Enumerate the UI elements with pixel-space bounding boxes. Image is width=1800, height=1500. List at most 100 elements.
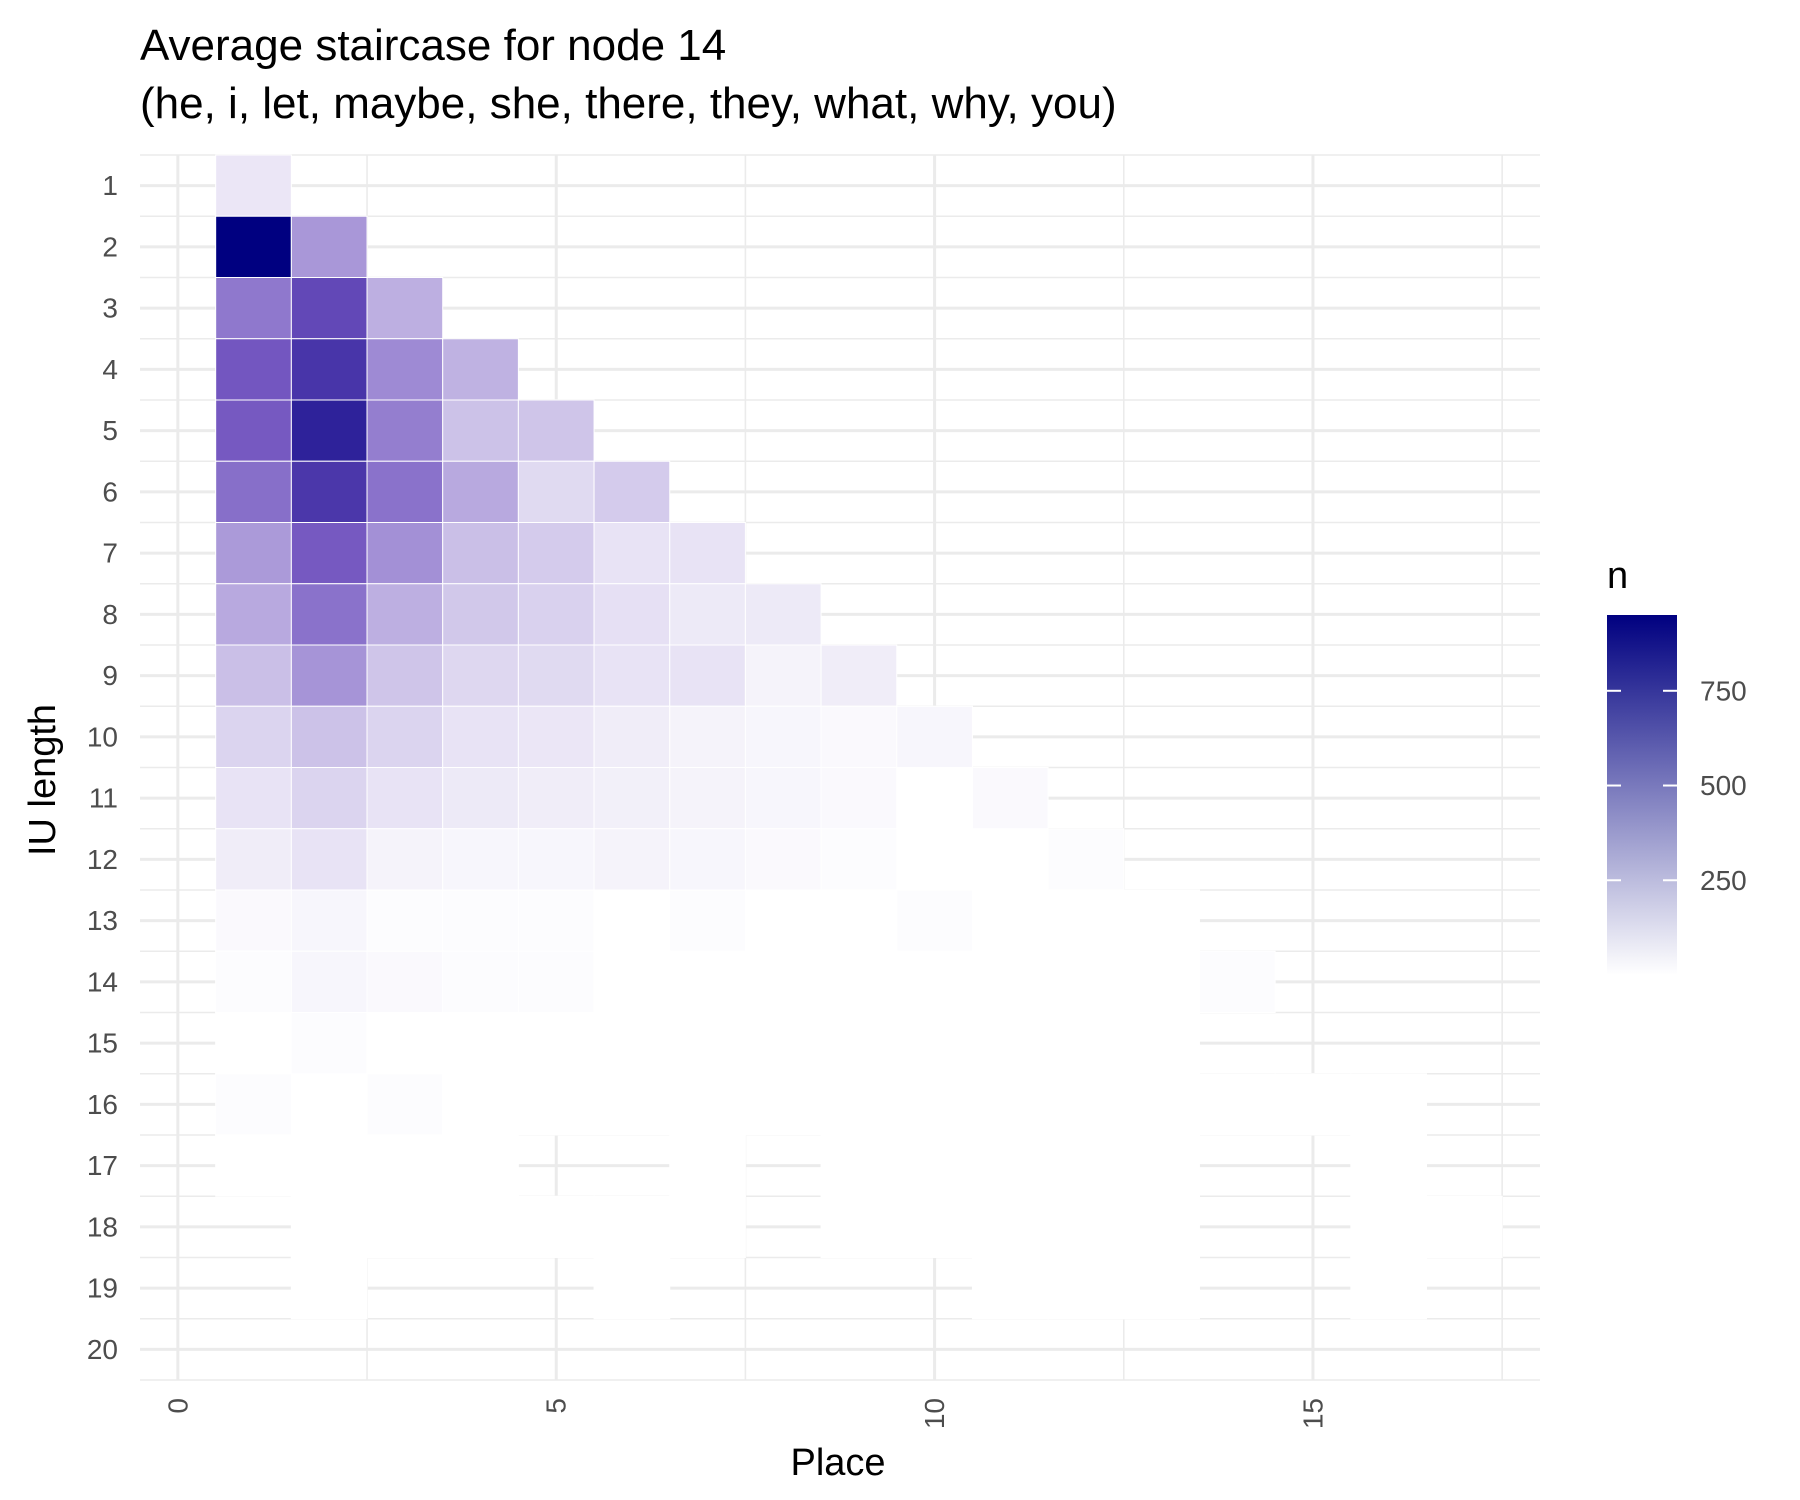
heatmap-cell xyxy=(215,889,292,952)
heatmap-cell xyxy=(669,828,746,891)
heatmap-cell xyxy=(442,1195,519,1258)
heatmap-cell xyxy=(215,828,292,891)
heatmap-cell xyxy=(366,460,444,523)
heatmap-cell xyxy=(290,338,368,401)
heatmap-cell xyxy=(1047,950,1125,1013)
heatmap-cell xyxy=(215,1012,292,1075)
x-axis-ticks: 0 5 10 15 xyxy=(162,1398,1328,1429)
y-tick-label: 19 xyxy=(87,1273,118,1304)
heatmap-cell xyxy=(744,1073,822,1136)
y-tick-label: 2 xyxy=(102,231,118,262)
heatmap-cell xyxy=(896,828,973,891)
heatmap-cell xyxy=(593,1195,671,1258)
heatmap-cells xyxy=(215,154,1503,1320)
heatmap-cell xyxy=(442,950,519,1013)
heatmap-cell xyxy=(971,1134,1049,1197)
heatmap-cell xyxy=(442,767,519,830)
x-tick-label: 10 xyxy=(919,1398,950,1429)
heatmap-cell xyxy=(366,950,444,1013)
heatmap-cell xyxy=(971,1073,1049,1136)
y-axis-label: IU length xyxy=(22,704,64,856)
heatmap-cell xyxy=(442,705,519,768)
heatmap-cell xyxy=(1350,1257,1427,1320)
heatmap-cell xyxy=(517,1073,595,1136)
heatmap-cell xyxy=(290,583,368,646)
heatmap-cell xyxy=(290,1073,368,1136)
y-tick-label: 8 xyxy=(102,599,118,630)
heatmap-cell xyxy=(366,277,444,340)
y-tick-label: 6 xyxy=(102,476,118,507)
y-tick-label: 14 xyxy=(87,966,118,997)
heatmap-cell xyxy=(971,1257,1049,1320)
chart-title-line1: Average staircase for node 14 xyxy=(140,21,726,70)
heatmap-cell xyxy=(290,1195,368,1258)
heatmap-cell xyxy=(1047,1257,1125,1320)
legend-ticks: 250 500 750 xyxy=(1607,675,1747,896)
y-tick-label: 15 xyxy=(87,1028,118,1059)
heatmap-cell xyxy=(593,705,671,768)
y-tick-label: 9 xyxy=(102,660,118,691)
heatmap-cell xyxy=(971,950,1049,1013)
y-tick-label: 13 xyxy=(87,905,118,936)
heatmap-cell xyxy=(669,1012,746,1075)
heatmap-cell xyxy=(669,950,746,1013)
heatmap-cell xyxy=(517,950,595,1013)
heatmap-cell xyxy=(215,338,292,401)
heatmap-cell xyxy=(290,1134,368,1197)
heatmap-cell xyxy=(896,889,973,952)
heatmap-cell xyxy=(1350,1195,1427,1258)
heatmap-cell xyxy=(366,644,444,707)
heatmap-cell xyxy=(1047,1012,1125,1075)
heatmap-cell xyxy=(517,1195,595,1258)
heatmap-cell xyxy=(366,399,444,462)
heatmap-cell xyxy=(744,644,822,707)
heatmap-cell xyxy=(820,705,898,768)
heatmap-cell xyxy=(366,522,444,585)
heatmap-cell xyxy=(290,1012,368,1075)
heatmap-cell xyxy=(366,1134,444,1197)
heatmap-cell xyxy=(1047,1195,1125,1258)
heatmap-cell xyxy=(290,889,368,952)
heatmap-cell xyxy=(366,828,444,891)
heatmap-cell xyxy=(820,950,898,1013)
heatmap-cell xyxy=(1123,950,1200,1013)
heatmap-cell xyxy=(593,1257,671,1320)
heatmap-cell xyxy=(442,1073,519,1136)
heatmap-cell xyxy=(366,583,444,646)
heatmap-cell xyxy=(820,1134,898,1197)
heatmap-cell xyxy=(517,889,595,952)
heatmap-cell xyxy=(1198,950,1276,1013)
heatmap-cell xyxy=(669,1073,746,1136)
heatmap-cell xyxy=(1350,1134,1427,1197)
heatmap-cell xyxy=(1123,1012,1200,1075)
heatmap-cell xyxy=(971,1012,1049,1075)
heatmap-cell xyxy=(896,1012,973,1075)
legend-tick-label: 500 xyxy=(1700,770,1747,801)
color-legend: n 250 500 750 xyxy=(1607,555,1747,975)
heatmap-cell xyxy=(744,889,822,952)
heatmap-cell xyxy=(290,460,368,523)
heatmap-cell xyxy=(290,215,368,278)
heatmap-cell xyxy=(366,889,444,952)
heatmap-cell xyxy=(442,644,519,707)
heatmap-cell xyxy=(442,338,519,401)
y-tick-label: 10 xyxy=(87,721,118,752)
heatmap-cell xyxy=(366,1073,444,1136)
heatmap-cell xyxy=(971,767,1049,830)
x-tick-label: 5 xyxy=(541,1398,572,1414)
heatmap-cell xyxy=(1123,1073,1200,1136)
heatmap-cell xyxy=(517,767,595,830)
heatmap-cell xyxy=(517,460,595,523)
heatmap-cell xyxy=(1123,1195,1200,1258)
heatmap-cell xyxy=(744,828,822,891)
heatmap-cell xyxy=(442,522,519,585)
legend-colorbar xyxy=(1607,615,1677,975)
heatmap-cell xyxy=(1350,1073,1427,1136)
heatmap-cell xyxy=(593,1012,671,1075)
heatmap-cell xyxy=(442,1012,519,1075)
heatmap-cell xyxy=(971,828,1049,891)
heatmap-cell xyxy=(442,828,519,891)
chart-title-line2: (he, i, let, maybe, she, there, they, wh… xyxy=(140,79,1117,128)
heatmap-cell xyxy=(290,950,368,1013)
heatmap-cell xyxy=(593,889,671,952)
